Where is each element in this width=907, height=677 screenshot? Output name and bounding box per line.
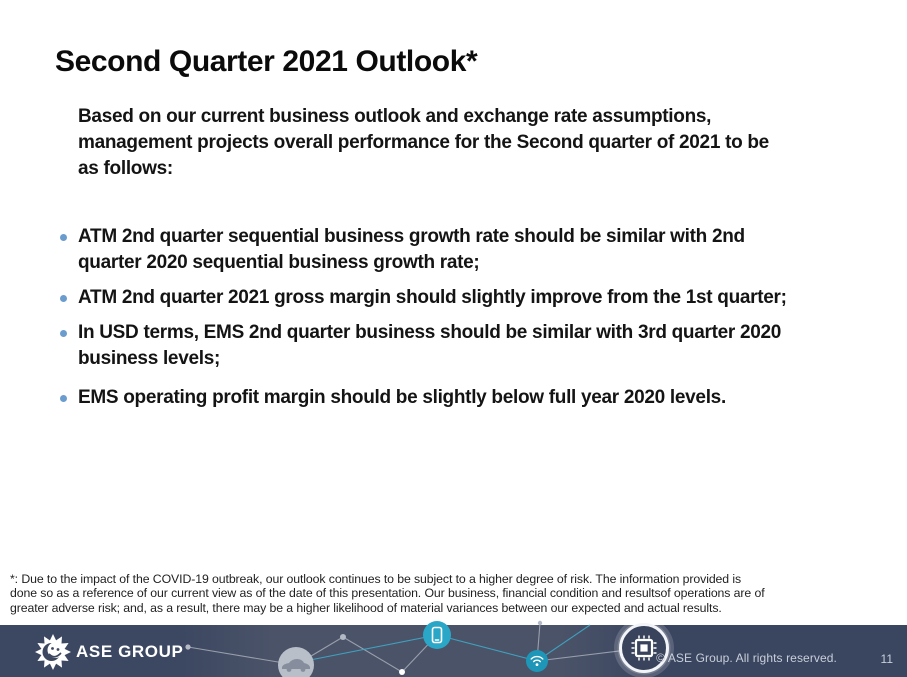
footer-bar (0, 618, 907, 677)
chip-icon (614, 618, 674, 677)
copyright-text: © ASE Group. All rights reserved. (656, 651, 837, 665)
page-number: 11 (880, 652, 893, 666)
bullet-item: ATM 2nd quarter sequential business grow… (55, 224, 885, 276)
footnote: *: Due to the impact of the COVID-19 out… (10, 572, 765, 615)
page-title: Second Quarter 2021 Outlook* (55, 45, 478, 78)
bullet-text: ATM 2nd quarter sequential business grow… (78, 226, 745, 273)
ase-group-wordmark: ASE GROUP (76, 642, 184, 661)
bullet-item: EMS operating profit margin should be sl… (55, 385, 885, 411)
bullet-dot-icon (60, 295, 67, 302)
smartphone-icon (423, 621, 451, 649)
wifi-icon (526, 650, 548, 672)
bullet-text: In USD terms, EMS 2nd quarter business s… (78, 322, 782, 369)
bullet-dot-icon (60, 330, 67, 337)
bullet-list: ATM 2nd quarter sequential business grow… (55, 224, 885, 420)
bullet-item: ATM 2nd quarter 2021 gross margin should… (55, 285, 885, 311)
bullet-text: EMS operating profit margin should be sl… (78, 387, 726, 408)
bullet-item: In USD terms, EMS 2nd quarter business s… (55, 320, 885, 372)
ase-group-logo-icon (35, 634, 71, 670)
bullet-dot-icon (60, 234, 67, 241)
footer-background (0, 625, 907, 677)
bullet-text: ATM 2nd quarter 2021 gross margin should… (78, 287, 787, 308)
bullet-dot-icon (60, 395, 67, 402)
intro-paragraph: Based on our current business outlook an… (78, 106, 769, 179)
car-icon (278, 647, 314, 677)
network-graphic (185, 618, 674, 677)
